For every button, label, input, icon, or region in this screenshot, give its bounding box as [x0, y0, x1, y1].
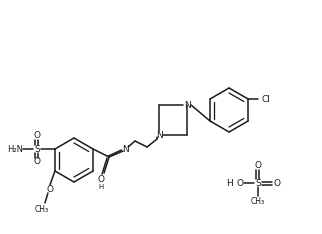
Text: O: O	[236, 179, 243, 187]
Text: N: N	[122, 145, 128, 154]
Text: O: O	[254, 161, 261, 169]
Text: Cl: Cl	[262, 95, 270, 103]
Text: CH₃: CH₃	[251, 197, 265, 206]
Text: H: H	[227, 179, 233, 187]
Text: O: O	[273, 179, 280, 187]
Text: O: O	[46, 184, 53, 194]
Text: H: H	[99, 184, 104, 190]
Text: N: N	[184, 100, 190, 110]
Text: CH₃: CH₃	[35, 205, 49, 213]
Text: S: S	[255, 179, 261, 187]
Text: S: S	[34, 145, 40, 154]
Text: H₂N: H₂N	[7, 145, 23, 154]
Text: O: O	[98, 176, 105, 184]
Text: O: O	[33, 157, 41, 167]
Text: O: O	[33, 132, 41, 140]
Text: N: N	[156, 131, 162, 139]
